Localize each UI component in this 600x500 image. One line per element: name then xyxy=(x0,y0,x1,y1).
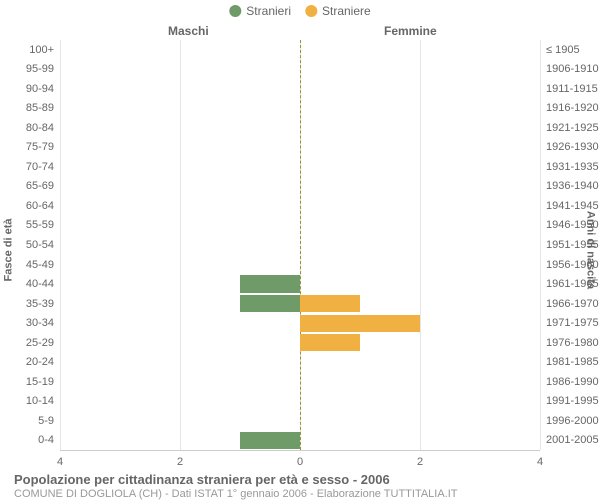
legend-item-male: Stranieri xyxy=(229,4,291,18)
header-female: Femmine xyxy=(384,24,437,38)
age-label: 90-94 xyxy=(26,83,54,95)
age-label: 80-84 xyxy=(26,122,54,134)
x-tick-label: 2 xyxy=(177,456,183,468)
y-axis-title-left: Fasce di età xyxy=(2,219,14,282)
birth-year-label: 2001-2005 xyxy=(546,434,599,446)
age-label: 50-54 xyxy=(26,239,54,251)
birth-year-label: 1996-2000 xyxy=(546,415,599,427)
chart-subtitle: COMUNE DI DOGLIOLA (CH) - Dati ISTAT 1° … xyxy=(14,488,458,500)
grid-line-vertical xyxy=(540,40,541,450)
birth-year-label: 1911-1915 xyxy=(546,83,598,95)
bar-female xyxy=(300,334,360,351)
bar-male xyxy=(240,432,300,449)
legend-item-female: Straniere xyxy=(305,4,371,18)
birth-year-label: 1981-1985 xyxy=(546,356,599,368)
x-tick-label: 4 xyxy=(537,456,543,468)
age-label: 65-69 xyxy=(26,180,54,192)
birth-year-label: ≤ 1905 xyxy=(546,44,580,56)
age-label: 10-14 xyxy=(26,395,54,407)
age-label: 60-64 xyxy=(26,200,54,212)
birth-year-label: 1936-1940 xyxy=(546,180,599,192)
age-label: 0-4 xyxy=(38,434,54,446)
birth-year-label: 1956-1960 xyxy=(546,259,599,271)
legend-swatch-female xyxy=(305,5,317,17)
center-line xyxy=(300,40,301,450)
age-label: 30-34 xyxy=(26,317,54,329)
age-label: 25-29 xyxy=(26,337,54,349)
legend-swatch-male xyxy=(229,5,241,17)
age-label: 70-74 xyxy=(26,161,54,173)
age-label: 75-79 xyxy=(26,141,54,153)
legend-label-female: Straniere xyxy=(322,4,371,18)
legend: Stranieri Straniere xyxy=(229,4,370,18)
population-pyramid-chart: Stranieri Straniere Fasce di età Anni di… xyxy=(0,0,600,500)
x-tick-label: 0 xyxy=(297,456,303,468)
age-label: 40-44 xyxy=(26,278,54,290)
birth-year-label: 1916-1920 xyxy=(546,102,599,114)
age-label: 55-59 xyxy=(26,219,54,231)
age-label: 20-24 xyxy=(26,356,54,368)
birth-year-label: 1941-1945 xyxy=(546,200,599,212)
birth-year-label: 1906-1910 xyxy=(546,63,599,75)
age-label: 45-49 xyxy=(26,259,54,271)
birth-year-label: 1921-1925 xyxy=(546,122,599,134)
x-tick-label: 2 xyxy=(417,456,423,468)
age-label: 85-89 xyxy=(26,102,54,114)
age-label: 35-39 xyxy=(26,298,54,310)
birth-year-label: 1951-1955 xyxy=(546,239,599,251)
birth-year-label: 1926-1930 xyxy=(546,141,599,153)
age-label: 95-99 xyxy=(26,63,54,75)
age-label: 100+ xyxy=(29,44,54,56)
grid-line-vertical xyxy=(60,40,61,450)
age-label: 5-9 xyxy=(38,415,54,427)
birth-year-label: 1961-1965 xyxy=(546,278,599,290)
bar-female xyxy=(300,315,420,332)
grid-line-vertical xyxy=(180,40,181,450)
chart-title: Popolazione per cittadinanza straniera p… xyxy=(14,472,390,487)
bar-female xyxy=(300,295,360,312)
birth-year-label: 1966-1970 xyxy=(546,298,599,310)
bar-male xyxy=(240,295,300,312)
age-label: 15-19 xyxy=(26,376,54,388)
bar-male xyxy=(240,275,300,292)
birth-year-label: 1976-1980 xyxy=(546,337,599,349)
birth-year-label: 1991-1995 xyxy=(546,395,599,407)
axis-line-bottom xyxy=(60,450,540,451)
legend-label-male: Stranieri xyxy=(246,4,291,18)
x-tick-label: 4 xyxy=(57,456,63,468)
birth-year-label: 1946-1950 xyxy=(546,219,599,231)
birth-year-label: 1986-1990 xyxy=(546,376,599,388)
birth-year-label: 1931-1935 xyxy=(546,161,599,173)
grid-line-vertical xyxy=(420,40,421,450)
birth-year-label: 1971-1975 xyxy=(546,317,599,329)
header-male: Maschi xyxy=(168,24,209,38)
